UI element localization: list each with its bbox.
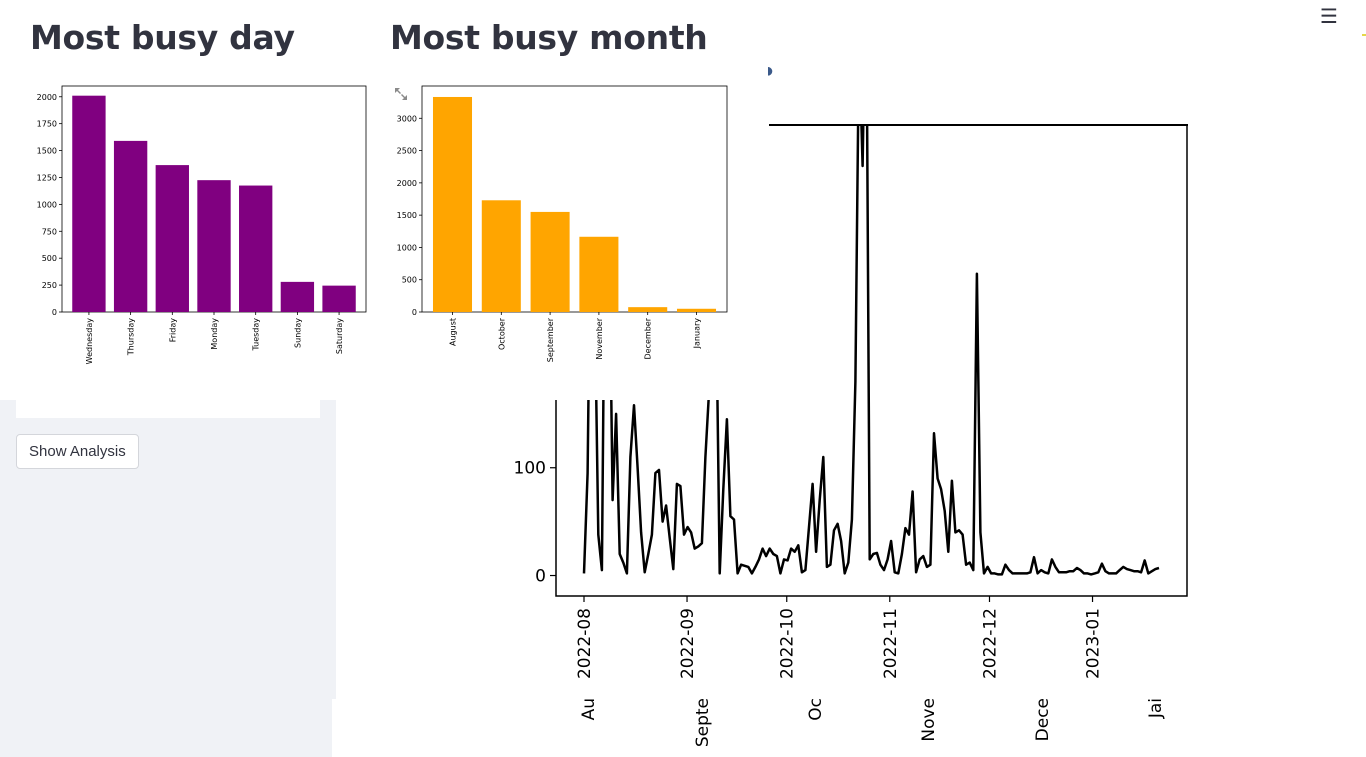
x-tick-label: January bbox=[693, 318, 702, 350]
x-tick-label: Wednesday bbox=[85, 318, 94, 365]
y-tick-label: 1250 bbox=[37, 173, 57, 182]
x-tick-label: 2022-12 bbox=[980, 608, 1000, 679]
x-tick-label: 2022-10 bbox=[778, 608, 798, 679]
busy-day-chart: Wednesday Thursday Friday Monday Tuesday Sund… bbox=[37, 85, 367, 365]
x-tick-label: Friday bbox=[168, 318, 177, 343]
status-dot bbox=[1362, 34, 1366, 36]
x-tick-label: December bbox=[644, 317, 653, 359]
y-tick-label: 0 bbox=[535, 567, 546, 587]
x-tick-label: 2022-09 bbox=[678, 608, 698, 679]
y-tick-label: 1000 bbox=[37, 200, 57, 209]
bar bbox=[628, 307, 668, 312]
y-tick-label: 0 bbox=[412, 308, 417, 317]
y-tick-label: 500 bbox=[402, 276, 417, 285]
busy-day-title: Most busy day bbox=[30, 18, 295, 57]
x-tick-label: 2022-11 bbox=[881, 608, 901, 679]
y-tick-label: 1750 bbox=[37, 120, 57, 129]
x-tick-label: Saturday bbox=[335, 318, 344, 354]
x-tick-label: Sunday bbox=[293, 318, 302, 348]
bar bbox=[155, 165, 189, 312]
y-tick-label: 250 bbox=[42, 281, 57, 290]
plot-frame bbox=[421, 85, 728, 313]
bar bbox=[432, 96, 473, 312]
bar bbox=[239, 185, 273, 312]
x-tick-label: Monday bbox=[210, 318, 219, 350]
overlay-panel-right bbox=[770, 0, 1200, 124]
month-label: Nove bbox=[919, 698, 939, 742]
sidebar-background bbox=[0, 699, 332, 757]
x-tick-label: Tuesday bbox=[252, 318, 261, 352]
x-tick-label: October bbox=[497, 317, 506, 350]
bar bbox=[579, 236, 619, 312]
bar bbox=[481, 200, 521, 312]
bar bbox=[322, 285, 356, 312]
bar bbox=[280, 281, 315, 312]
series-line bbox=[582, 125, 1160, 576]
y-tick-label: 500 bbox=[42, 254, 57, 263]
busy-month-chart: August October September November December Ja… bbox=[397, 85, 728, 362]
bar bbox=[72, 95, 106, 312]
month-label: Oc bbox=[806, 698, 826, 721]
overlay-glyph: ◗ bbox=[764, 60, 777, 82]
y-tick-label: 1500 bbox=[397, 211, 417, 220]
y-tick-label: 3000 bbox=[397, 114, 417, 123]
show-analysis-button[interactable]: Show Analysis bbox=[16, 434, 139, 469]
month-label: Jai bbox=[1146, 698, 1166, 719]
x-tick-label: November bbox=[595, 317, 604, 359]
timeline-frame-top bbox=[769, 124, 1188, 126]
month-label: Dece bbox=[1033, 698, 1053, 741]
y-tick-label: 1000 bbox=[397, 243, 417, 252]
y-tick-label: 2000 bbox=[397, 179, 417, 188]
bar bbox=[197, 180, 231, 312]
y-tick-label: 2500 bbox=[397, 147, 417, 156]
busy-month-title: Most busy month bbox=[390, 18, 708, 57]
y-tick-label: 2000 bbox=[37, 93, 57, 102]
x-tick-label: 2022-08 bbox=[575, 608, 595, 679]
hamburger-menu-icon[interactable]: ☰ bbox=[1320, 4, 1338, 28]
x-tick-label: Thursday bbox=[127, 318, 136, 356]
expand-icon[interactable] bbox=[393, 86, 409, 102]
bar bbox=[676, 308, 717, 312]
y-tick-label: 750 bbox=[42, 227, 57, 236]
y-tick-label: 1500 bbox=[37, 147, 57, 156]
x-tick-label: September bbox=[546, 317, 555, 362]
x-tick-label: 2023-01 bbox=[1084, 608, 1104, 679]
y-tick-label: 100 bbox=[514, 459, 546, 479]
month-label: Septe bbox=[693, 698, 713, 747]
bar bbox=[530, 211, 570, 312]
bar bbox=[113, 140, 148, 312]
x-tick-label: August bbox=[449, 318, 458, 346]
month-label: Au bbox=[579, 698, 599, 720]
y-tick-label: 0 bbox=[52, 308, 57, 317]
